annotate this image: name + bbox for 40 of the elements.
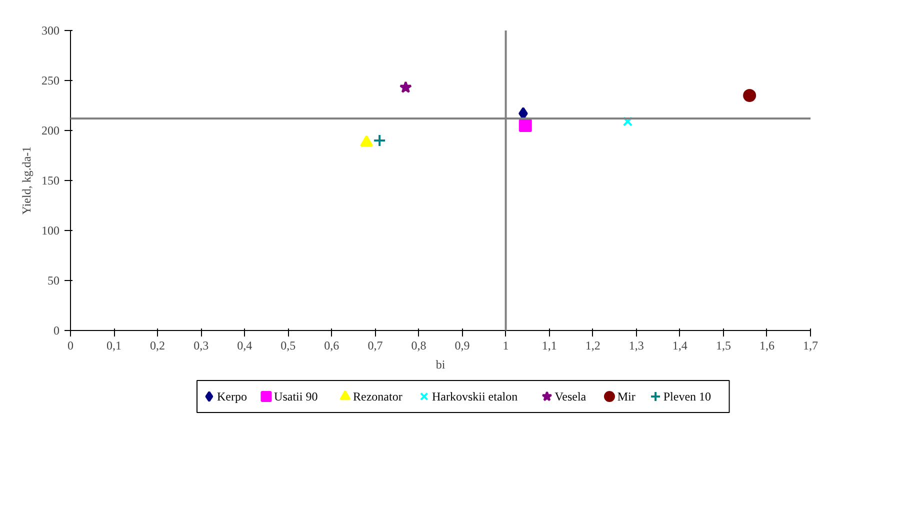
x-tick-label: 0,9	[454, 338, 470, 352]
point	[743, 89, 756, 102]
x-axis-title: bi	[436, 358, 446, 372]
legend-label: Pleven 10	[663, 390, 712, 404]
x-tick-label: 0,3	[194, 338, 209, 352]
x-tick-label: 0,4	[237, 338, 252, 352]
y-tick-label: 250	[42, 74, 60, 88]
x-tick-label: 1,7	[803, 338, 818, 352]
x-tick-label: 1,4	[672, 338, 688, 352]
x-tick-label: 1,5	[716, 338, 731, 352]
legend-label: Rezonator	[353, 390, 402, 404]
legend-label: Harkovskii etalon	[432, 390, 518, 404]
y-tick-label: 100	[42, 224, 60, 238]
x-tick-label: 0,5	[280, 338, 296, 352]
y-tick-label: 0	[54, 324, 60, 338]
point	[518, 119, 532, 132]
x-tick-label: 1,3	[628, 338, 644, 352]
x-tick-label: 0,2	[150, 338, 166, 352]
legend-label: Usatii 90	[274, 390, 318, 404]
x-tick-label: 0,6	[324, 338, 340, 352]
x-tick-label: 0	[68, 338, 74, 352]
point	[622, 116, 633, 126]
y-tick-label: 200	[42, 124, 60, 138]
y-tick-label: 150	[42, 174, 60, 188]
x-tick-label: 0,7	[368, 338, 383, 352]
x-tick-label: 0,8	[411, 338, 426, 352]
x-tick-label: 1,6	[759, 338, 774, 352]
y-tick-label: 300	[42, 24, 60, 38]
x-tick-label: 1	[502, 338, 509, 352]
legend-label: Kerpo	[217, 390, 248, 404]
point	[373, 134, 386, 147]
legend-label: Mir	[617, 390, 636, 404]
x-tick-label: 0,1	[106, 338, 122, 352]
legend-label: Vesela	[554, 390, 587, 404]
y-axis-title: Yield, kg.da-1	[20, 146, 34, 215]
x-tick-label: 1,1	[542, 338, 557, 352]
point	[360, 135, 373, 147]
y-tick-label: 50	[48, 274, 60, 288]
x-tick-label: 1,2	[585, 338, 600, 352]
point	[399, 81, 412, 93]
